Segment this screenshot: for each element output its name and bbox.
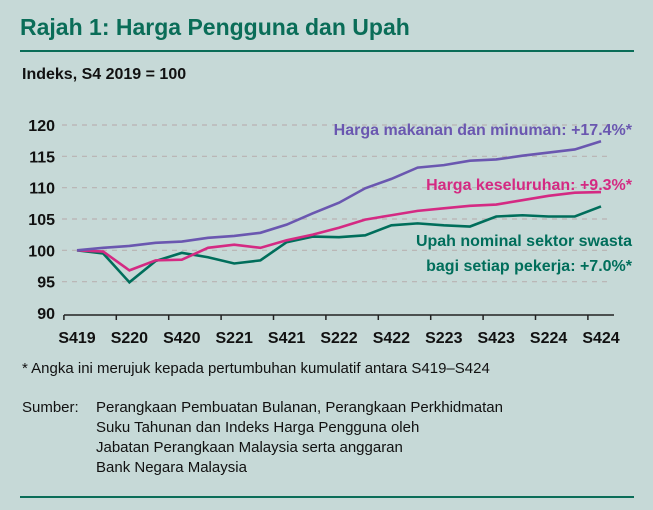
series-line-food <box>76 140 602 252</box>
source-label: Sumber: <box>22 399 79 416</box>
x-tick-label: S223 <box>425 330 462 347</box>
source-line: Suku Tahunan dan Indeks Harga Pengguna o… <box>96 419 420 436</box>
series-label-overall: Harga keseluruhan: +9.3%* <box>426 177 633 194</box>
x-tick-label: S423 <box>478 330 515 347</box>
source-line: Perangkaan Pembuatan Bulanan, Perangkaan… <box>96 399 503 416</box>
source-line: Bank Negara Malaysia <box>96 459 247 476</box>
y-axis-label: Indeks, S4 2019 = 100 <box>22 66 187 83</box>
footnote: * Angka ini merujuk kepada pertumbuhan k… <box>22 360 490 377</box>
series-line-wage <box>76 205 602 285</box>
x-tick-label: S222 <box>320 330 357 347</box>
x-tick-label: S221 <box>216 330 253 347</box>
figure-title: Rajah 1: Harga Pengguna dan Upah <box>20 14 410 40</box>
y-tick-label: 120 <box>28 118 55 135</box>
x-tick-label: S419 <box>58 330 95 347</box>
line-chart: 90 95 100 105 110 115 120 S419 S220 S420 S221 S421 S… <box>28 118 633 347</box>
bottom-divider <box>20 496 634 498</box>
top-divider <box>20 50 634 52</box>
x-tick-label: S420 <box>163 330 200 347</box>
series-label-wage: Upah nominal sektor swasta <box>416 233 632 250</box>
y-tick-label: 115 <box>29 149 55 166</box>
x-tick-label: S424 <box>582 330 619 347</box>
series-label-food: Harga makanan dan minuman: +17.4%* <box>334 122 633 139</box>
y-tick-label: 110 <box>29 181 55 198</box>
x-tick-label: S421 <box>268 330 305 347</box>
x-tick-label: S224 <box>530 330 567 347</box>
source: Sumber: Perangkaan Pembuatan Bulanan, Pe… <box>22 398 503 478</box>
y-tick-label: 95 <box>37 275 55 292</box>
y-tick-label: 90 <box>37 306 55 323</box>
series-line-overall <box>76 190 602 272</box>
x-tick-label: S220 <box>111 330 148 347</box>
y-tick-label: 100 <box>28 243 55 260</box>
source-line: Jabatan Perangkaan Malaysia serta anggar… <box>96 439 403 456</box>
x-tick-label: S422 <box>373 330 410 347</box>
y-tick-label: 105 <box>28 212 55 229</box>
series-label-wage: bagi setiap pekerja: +7.0%* <box>426 258 633 275</box>
